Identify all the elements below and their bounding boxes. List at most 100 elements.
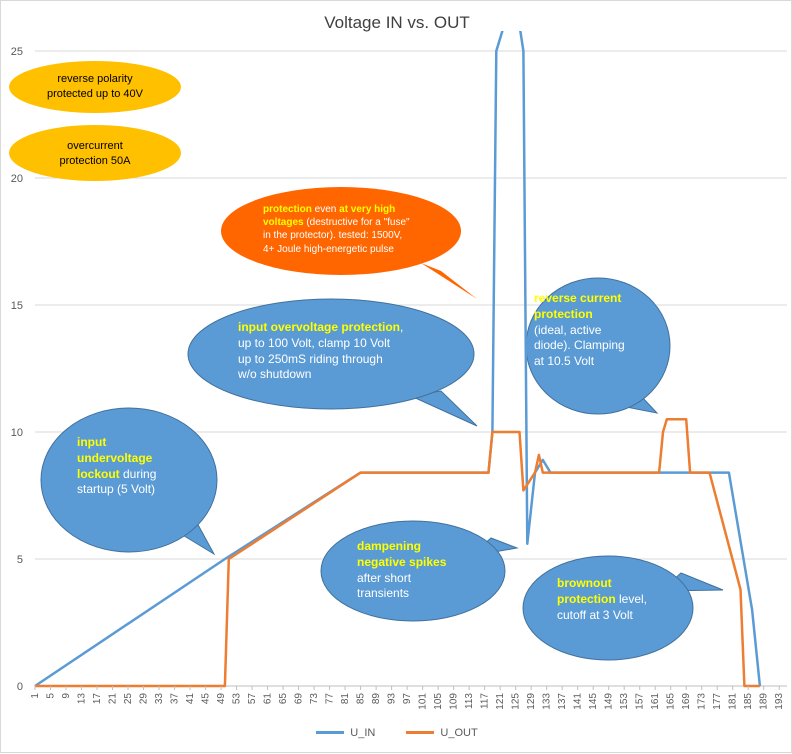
callout-text-segment: during — [119, 466, 157, 481]
x-tick-label: 125 — [511, 693, 522, 710]
x-tick-label: 105 — [433, 693, 444, 710]
callout-highlight-text: protection — [557, 591, 616, 606]
callout-text-segment: startup (5 Volt) — [77, 482, 156, 497]
x-tick-label: 41 — [185, 693, 196, 705]
callout-text-segment: up to 100 Volt, clamp 10 Volt — [238, 335, 391, 350]
callout-line: brownout — [557, 576, 687, 592]
y-tick-label: 15 — [11, 300, 23, 312]
x-tick-label: 77 — [325, 693, 336, 705]
undervoltage-lockout-callout-shape — [40, 407, 218, 553]
dampening-spikes-callout-text: dampening negative spikes after short trans… — [357, 539, 477, 602]
callout-highlight-text: negative spikes — [357, 554, 447, 569]
callout-highlight-text: protection — [534, 306, 593, 321]
callout-highlight-text: voltages — [263, 217, 304, 229]
y-tick-label: 5 — [17, 554, 23, 566]
x-tick-label: 113 — [464, 693, 475, 709]
callout-text-segment: transients — [357, 586, 410, 601]
x-tick-label: 169 — [681, 693, 692, 710]
callout-highlight-text: at very high — [339, 204, 396, 215]
high-voltage-protection-callout-shape — [221, 187, 461, 275]
callout-text-segment: even — [311, 204, 340, 215]
callout-line: dampening — [357, 539, 477, 555]
callout-line: diode). Clamping — [534, 338, 664, 354]
callout-line: voltages (destructive for a "fuse" — [263, 216, 443, 229]
callout-line: up to 100 Volt, clamp 10 Volt — [238, 336, 438, 352]
callout-text-segment: w/o shutdown — [238, 367, 312, 382]
callout-line: undervoltage — [77, 451, 197, 467]
callout-line: reverse current — [534, 291, 664, 307]
input-overvoltage-callout-text: input overvoltage protection, up to 100 V… — [238, 320, 438, 383]
x-tick-label: 185 — [743, 693, 754, 710]
x-tick-label: 97 — [402, 693, 413, 705]
callout-highlight-text: protection — [263, 204, 312, 215]
x-tick-label: 121 — [495, 693, 506, 710]
x-tick-label: 13 — [77, 693, 88, 705]
x-tick-label: 177 — [712, 693, 723, 710]
y-tick-label: 0 — [17, 681, 23, 693]
callout-line: overcurrent — [11, 139, 179, 154]
high-voltage-protection-callout-text: protection even at very high voltages (de… — [263, 203, 443, 256]
callout-line: negative spikes — [357, 555, 477, 571]
x-tick-label: 25 — [123, 693, 134, 705]
x-tick-label: 165 — [666, 693, 677, 710]
x-tick-label: 117 — [480, 693, 491, 709]
high-voltage-protection-callout-tail — [421, 263, 477, 299]
x-tick-label: 145 — [588, 693, 599, 710]
undervoltage-lockout-callout-text: input undervoltage lockout during startup (… — [77, 435, 197, 498]
legend: U_IN U_OUT — [1, 725, 792, 739]
callout-text-segment: protected up to 40V — [46, 87, 143, 100]
x-tick-label: 65 — [278, 693, 289, 705]
x-tick-label: 37 — [170, 693, 181, 705]
reverse-current-callout-text: reverse current protection (ideal, active d… — [534, 291, 664, 370]
callout-line: input overvoltage protection, — [238, 320, 438, 336]
x-tick-label: 137 — [557, 693, 568, 710]
callout-highlight-text: reverse current — [534, 291, 622, 305]
callout-line: w/o shutdown — [238, 367, 438, 383]
x-tick-label: 129 — [526, 693, 537, 710]
callout-line: 4+ Joule high-energetic pulse — [263, 243, 443, 256]
callout-text-segment: reverse polarity — [57, 73, 133, 85]
callout-line: protected up to 40V — [11, 87, 179, 102]
x-tick-label: 85 — [356, 693, 367, 705]
overcurrent-callout-shape — [9, 125, 181, 181]
legend-swatch-u-out — [406, 731, 435, 734]
y-tick-label: 20 — [11, 173, 23, 185]
chart-title: Voltage IN vs. OUT — [324, 13, 470, 32]
legend-item-u-out: U_OUT — [406, 727, 478, 739]
callout-highlight-text: lockout — [77, 466, 120, 481]
callout-text-segment: level, — [615, 591, 648, 606]
x-tick-label: 173 — [697, 693, 708, 710]
x-tick-label: 89 — [371, 693, 382, 705]
callout-line: in the protector). tested: 1500V, — [263, 229, 443, 242]
dampening-spikes-callout-shape — [320, 520, 506, 622]
x-tick-label: 57 — [247, 693, 258, 705]
callout-text-segment: after short — [357, 570, 412, 585]
x-tick-label: 29 — [139, 693, 150, 705]
reverse-polarity-callout-text: reverse polarity protected up to 40V — [11, 72, 179, 101]
callout-text-segment: (destructive for a "fuse" — [303, 217, 410, 229]
x-tick-label: 149 — [604, 693, 615, 710]
x-tick-label: 53 — [232, 693, 243, 705]
x-tick-label: 161 — [650, 693, 661, 710]
callout-line: protection even at very high — [263, 203, 443, 216]
x-tick-label: 33 — [154, 693, 165, 705]
x-tick-label: 61 — [263, 693, 274, 705]
callout-line: after short — [357, 571, 477, 587]
callout-line: reverse polarity — [11, 72, 179, 87]
y-tick-label: 10 — [11, 427, 23, 439]
x-tick-label: 5 — [46, 693, 57, 699]
legend-item-u-in: U_IN — [316, 727, 375, 739]
x-tick-label: 101 — [418, 693, 429, 710]
x-tick-label: 69 — [294, 693, 305, 705]
callout-line: protection 50A — [11, 154, 179, 169]
legend-swatch-u-in — [316, 731, 345, 734]
x-tick-label: 81 — [340, 693, 351, 705]
callout-text-segment: in the protector). tested: 1500V, — [263, 230, 403, 242]
callout-text-segment: cutoff at 3 Volt — [557, 607, 633, 622]
reverse-polarity-callout-shape — [9, 61, 181, 113]
callout-highlight-text: brownout — [557, 576, 612, 590]
callout-line: startup (5 Volt) — [77, 482, 197, 498]
callout-text-segment: overcurrent — [67, 140, 123, 152]
